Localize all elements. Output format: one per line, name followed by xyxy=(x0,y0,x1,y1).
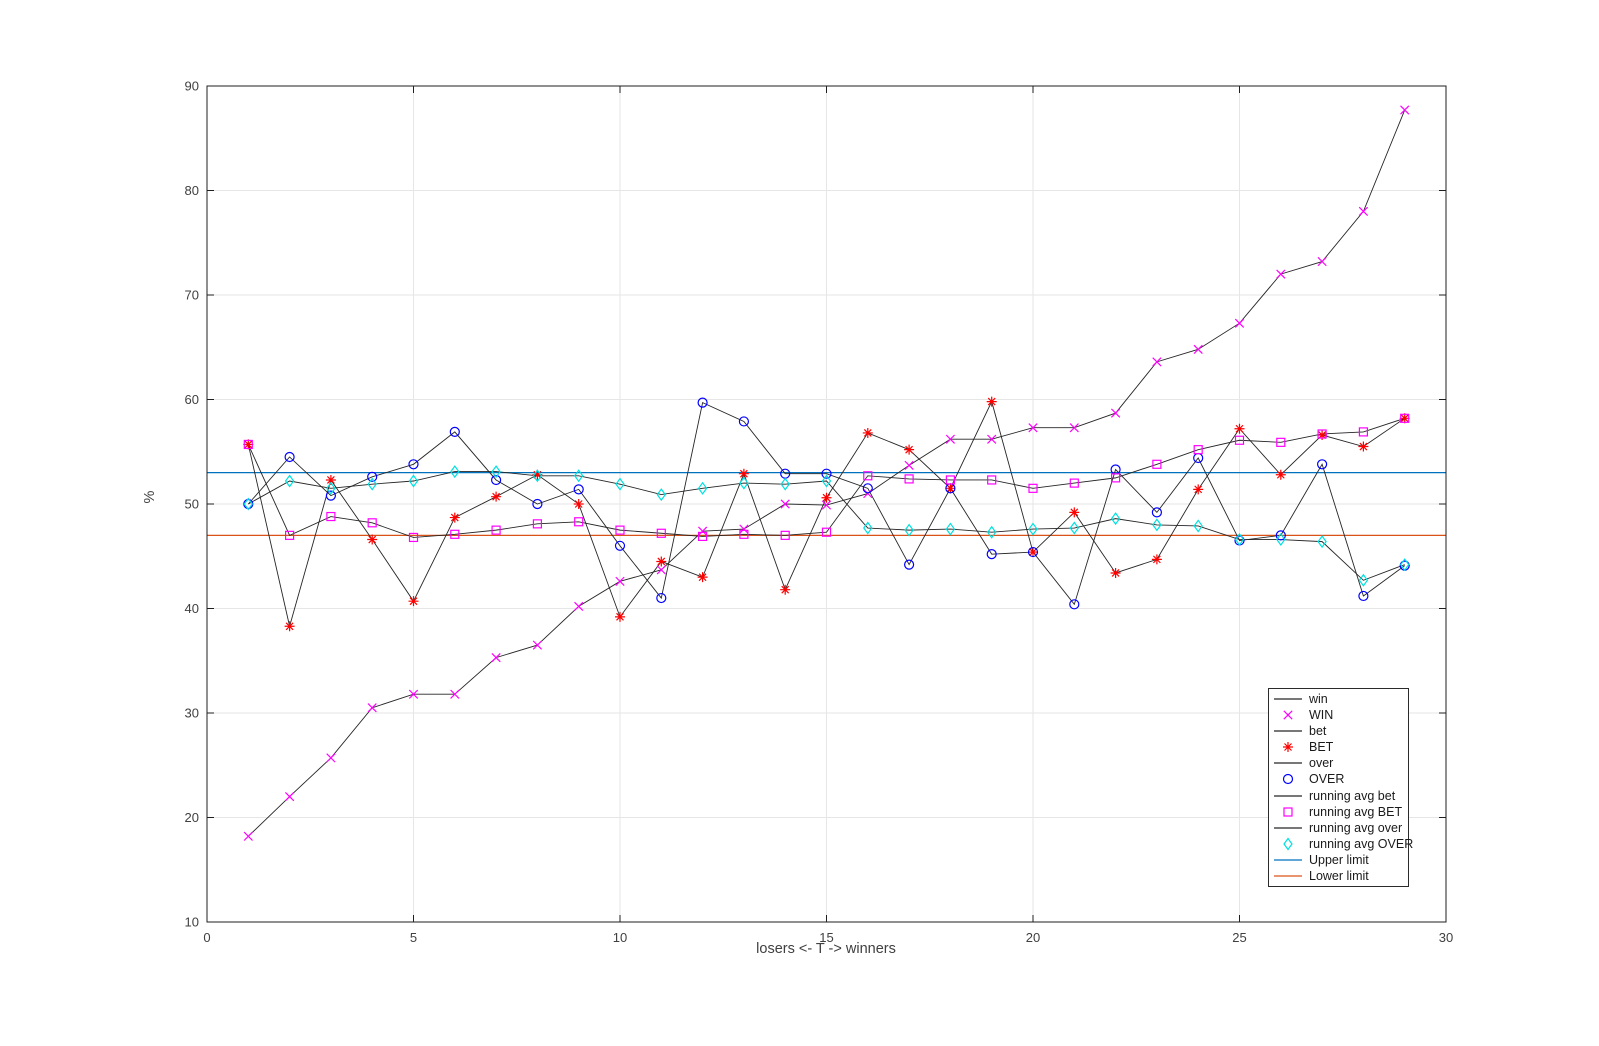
legend-label: Lower limit xyxy=(1309,868,1369,883)
y-axis-label: % xyxy=(142,490,158,504)
legend-entry-BET: BET xyxy=(1269,740,1408,755)
legend-label: BET xyxy=(1309,740,1334,755)
legend-entry-bet: bet xyxy=(1269,724,1408,739)
legend-entry-win: win xyxy=(1269,692,1408,707)
circle-marker-icon xyxy=(1282,774,1294,785)
line-sample-icon xyxy=(1274,762,1302,764)
y-tick-label: 30 xyxy=(185,706,199,721)
series-OVER-markers xyxy=(243,397,1410,610)
legend: win WIN bet BET over OVER running avg bet runni… xyxy=(1268,688,1413,887)
legend-entry-upper-limit: Upper limit xyxy=(1269,852,1408,867)
series-BET-markers xyxy=(243,396,1410,632)
series-running-avg-over-line xyxy=(248,471,1405,581)
legend-entry-OVER: OVER xyxy=(1269,772,1408,787)
legend-label: WIN xyxy=(1309,708,1334,723)
legend-label: bet xyxy=(1309,724,1327,739)
legend-entry-lower-limit: Lower limit xyxy=(1269,868,1408,883)
x-tick-label: 20 xyxy=(1026,930,1040,945)
legend-label: OVER xyxy=(1309,772,1345,787)
y-tick-label: 70 xyxy=(185,288,199,303)
line-sample-icon xyxy=(1274,827,1302,829)
legend-entry-running-avg-bet: running avg bet xyxy=(1269,788,1408,803)
x-tick-label: 10 xyxy=(613,930,627,945)
line-sample-icon xyxy=(1274,875,1302,877)
legend-label: Upper limit xyxy=(1309,852,1369,867)
line-sample-icon xyxy=(1274,859,1302,861)
line-sample-icon xyxy=(1274,794,1302,797)
legend-entry-running-avg-BET: running avg BET xyxy=(1269,804,1408,819)
legend-label: running avg bet xyxy=(1309,788,1396,803)
y-tick-label: 50 xyxy=(185,497,199,512)
legend-entry-over: over xyxy=(1269,756,1408,771)
y-tick-label: 90 xyxy=(185,79,199,94)
legend-label: over xyxy=(1309,756,1334,771)
asterisk-marker-icon xyxy=(1283,742,1293,753)
legend-label: running avg BET xyxy=(1309,804,1403,819)
x-tick-label: 5 xyxy=(410,930,417,945)
y-tick-label: 80 xyxy=(185,183,199,198)
x-tick-label: 25 xyxy=(1232,930,1246,945)
series-over-line xyxy=(247,401,1405,606)
x-tick-label: 0 xyxy=(203,930,210,945)
series-running-avg-OVER-markers xyxy=(243,465,1410,587)
legend-label: win xyxy=(1309,692,1328,707)
gridlines xyxy=(207,86,1446,922)
y-tick-label: 10 xyxy=(185,915,199,930)
series-running-avg-bet-line xyxy=(247,417,1405,538)
series-running-avg-BET-markers xyxy=(243,413,1410,543)
y-tick-label: 40 xyxy=(185,601,199,616)
x-tick-label: 15 xyxy=(819,930,833,945)
x-tick-label: 30 xyxy=(1439,930,1453,945)
axes: 0 5 10 15 20 25 30 10 20 30 40 50 60 70 80 90 xyxy=(185,79,1454,946)
limit-lines xyxy=(207,472,1446,536)
y-tick-label: 60 xyxy=(185,392,199,407)
legend-label: running avg over xyxy=(1309,820,1403,835)
diamond-marker-icon xyxy=(1283,837,1293,851)
legend-entry-running-avg-over: running avg over xyxy=(1269,820,1408,835)
x-marker-icon xyxy=(1283,710,1293,720)
legend-label: running avg OVER xyxy=(1309,836,1414,851)
y-tick-label: 20 xyxy=(185,810,199,825)
line-sample-icon xyxy=(1274,698,1302,700)
legend-entry-WIN: WIN xyxy=(1269,708,1408,723)
legend-entry-running-avg-OVER: running avg OVER xyxy=(1269,836,1413,851)
x-axis-label: losers <- T -> winners xyxy=(756,941,896,957)
line-sample-icon xyxy=(1274,730,1302,732)
square-marker-icon xyxy=(1283,806,1293,817)
series-WIN-markers xyxy=(243,105,1410,841)
